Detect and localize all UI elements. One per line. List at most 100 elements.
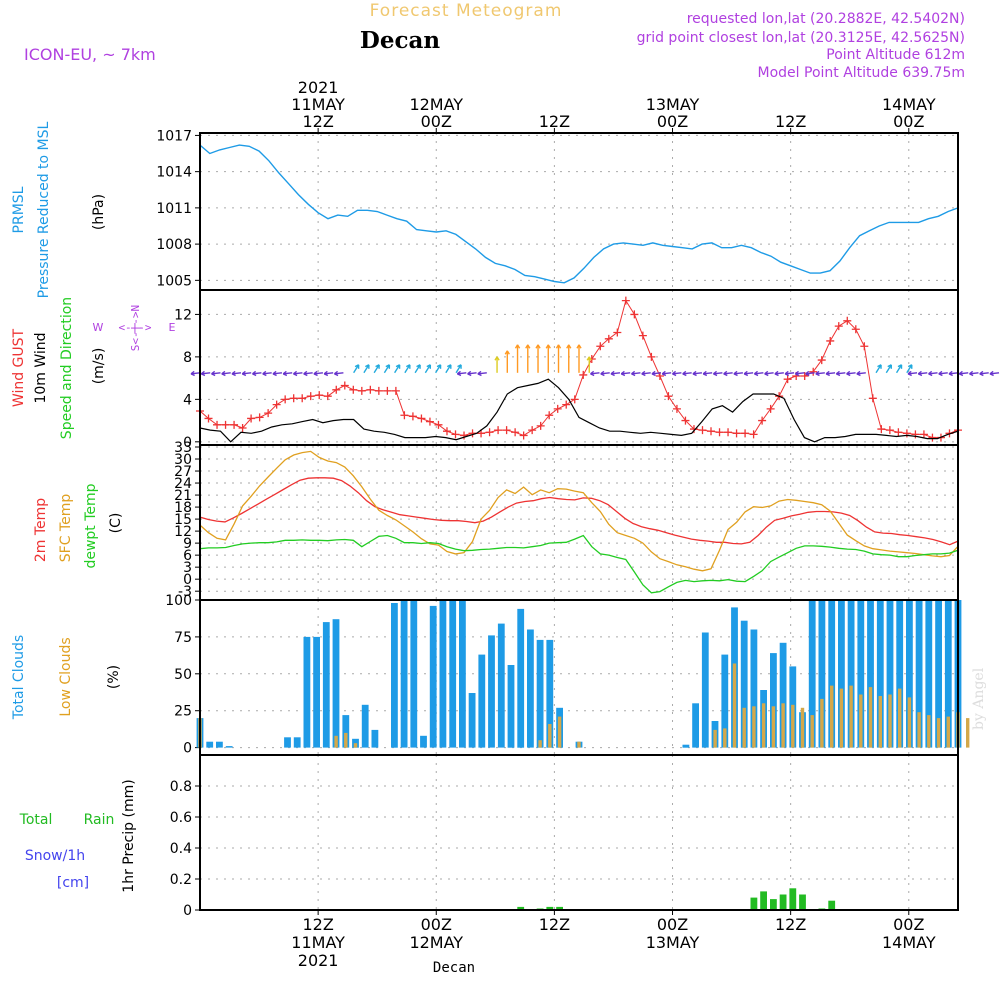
total-cloud-bar [410, 600, 418, 748]
top-hour-label: 12Z [302, 112, 333, 131]
total-cloud-bar [682, 744, 690, 748]
panel-frame-temp [199, 444, 959, 601]
pressure-ytick-label: 1014 [156, 165, 192, 181]
gridpoint-coords: grid point closest lon,lat (20.3125E, 42… [637, 30, 965, 46]
precip-unit: 1hr Precip (mm) [121, 779, 137, 892]
wind-ytick-label: 4 [183, 392, 192, 408]
wind-direction-arrow [455, 364, 462, 374]
total-cloud-bar [322, 622, 330, 748]
low-cloud-bar [868, 687, 873, 748]
temp-ytick-label: 27 [174, 464, 192, 480]
gust-marker [604, 334, 613, 343]
gust-marker [366, 385, 375, 394]
wind-arrow-head [586, 356, 592, 361]
wind-direction-arrow [272, 372, 283, 375]
compass-w: W [93, 321, 104, 334]
wind-arrow-head [385, 364, 391, 369]
bottom-year-label: 2021 [298, 951, 339, 970]
wind-arrow-head [672, 370, 677, 377]
low-cloud-bar [946, 716, 950, 748]
total-cloud-bar [439, 600, 447, 748]
wind-direction-arrow [334, 372, 344, 375]
panel-cloud: 0 25 50 75 100 [165, 593, 970, 757]
gust-marker [298, 394, 307, 403]
bottom-hour-label: 12Z [775, 915, 806, 934]
rain-bar [799, 894, 806, 910]
wind-arrow-head [743, 370, 749, 377]
low-cloud-bar [344, 732, 348, 748]
temp-ytick-label: 21 [174, 488, 192, 504]
panels: 1005100810111014101704812-30369121518212… [156, 128, 1000, 919]
wind-arrow-head [897, 364, 903, 369]
total-cloud-bar [750, 629, 758, 748]
wind-direction-arrow [383, 364, 390, 374]
temp-dew-label: dewpt Temp [83, 483, 99, 568]
wind-arrow-head [979, 370, 984, 377]
gust-marker [681, 416, 690, 425]
pressure-ytick-label: 1017 [156, 128, 192, 144]
panel-labels: PRMSL Pressure Reduced to MSL (hPa) Wind GU… [11, 121, 176, 892]
gust-marker [613, 328, 622, 337]
low-cloud-bar [888, 694, 892, 748]
bottom-hour-label: 00Z [657, 915, 688, 934]
rain-bar [789, 888, 797, 910]
panel-wind: 0 4 8 12 [174, 290, 1000, 451]
wind-arrow-head [231, 370, 236, 377]
temp-ytick-label: 9 [183, 536, 192, 552]
rain-bar [750, 897, 758, 910]
gust-marker [434, 420, 443, 429]
wind-direction-arrow [211, 372, 221, 375]
rain-bar [779, 894, 787, 910]
cloud-ytick-label: 75 [174, 630, 192, 646]
total-cloud-bar [770, 653, 777, 748]
wind-arrow-head [221, 370, 226, 377]
wind-ytick-label: 8 [183, 350, 192, 366]
total-cloud-bar [371, 729, 379, 748]
gust-marker [919, 430, 928, 439]
wind-arrow-head [535, 344, 541, 349]
wind-arrow-head [856, 370, 861, 377]
low-cloud-bar [839, 688, 844, 748]
wind-arrow-head [989, 370, 994, 377]
total-cloud-bar [429, 605, 437, 748]
wind-arrow-head [907, 370, 912, 377]
wind-arrow-head [600, 370, 605, 377]
gust-marker [349, 385, 358, 394]
wind-direction-arrow [895, 364, 903, 374]
point-altitude: Point Altitude 612m [826, 47, 965, 63]
wind-arrow-head [467, 370, 472, 377]
wind-direction-arrow [785, 372, 795, 375]
total-cloud-bar [886, 600, 894, 748]
wind-arrow-head [958, 370, 964, 377]
gust-marker [264, 409, 273, 418]
gust-marker [340, 381, 349, 390]
total-cloud-bar [361, 704, 369, 748]
low-cloud-bar [907, 697, 912, 748]
top-hour-label: 00Z [893, 112, 924, 131]
top-hour-label: 00Z [421, 112, 452, 131]
pressure-label-prmsl: PRMSL [11, 186, 27, 233]
temp-ytick-label: 12 [174, 524, 192, 540]
wind-arrow-head [753, 370, 759, 377]
gust-marker [749, 430, 758, 439]
gust-marker [715, 428, 724, 437]
low-cloud-bar [800, 707, 805, 748]
gust-marker [843, 316, 852, 325]
low-cloud-bar [927, 715, 931, 748]
wind-direction-arrow [457, 372, 467, 375]
wind-direction-arrow [805, 372, 815, 375]
title-block: Forecast Meteogram Decan ICON-EU, ~ 7km … [24, 1, 987, 976]
low-cloud-bar [830, 685, 834, 748]
wind-arrow-head [917, 370, 923, 377]
total-cloud-bar [876, 600, 884, 748]
temp-ytick-label: 6 [183, 548, 192, 564]
dewpt-line [199, 534, 959, 594]
wind-direction-arrow [293, 372, 303, 375]
rain-label-rain: Rain [84, 812, 115, 828]
gust-marker [332, 385, 341, 394]
total-cloud-bar [838, 600, 845, 748]
precip-ytick-label: 0.6 [170, 810, 192, 826]
total-cloud-bar [391, 603, 398, 748]
gust-marker [536, 421, 545, 430]
